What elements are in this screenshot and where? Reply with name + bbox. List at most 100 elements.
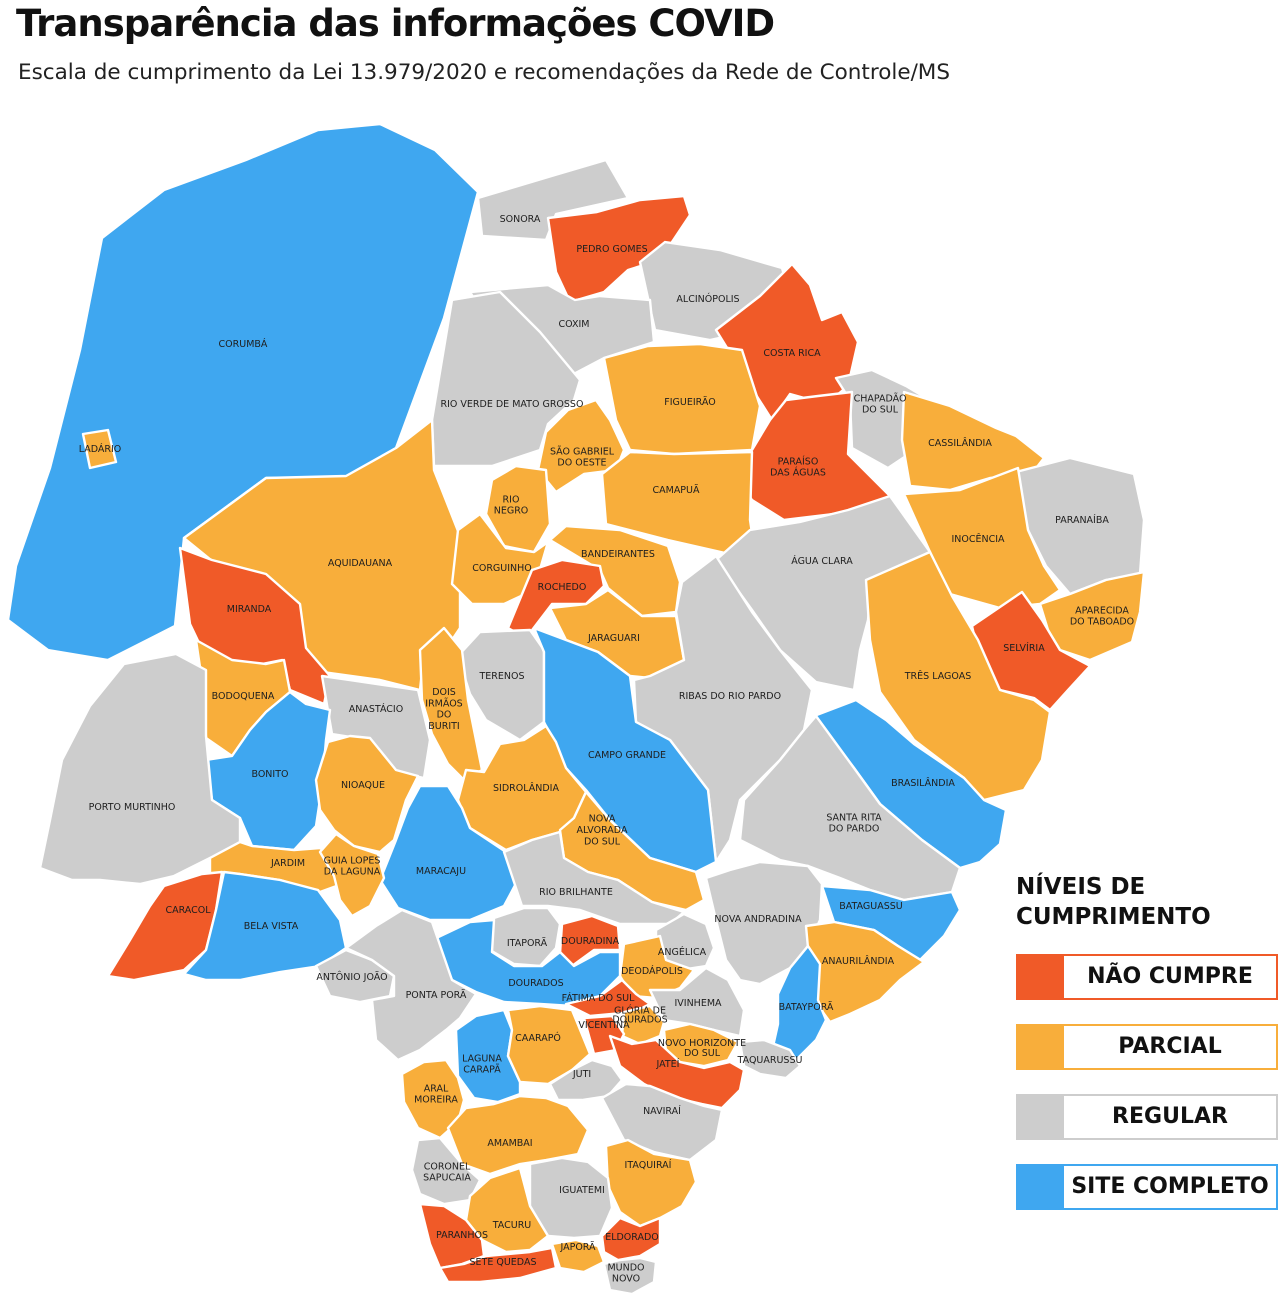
label-tacuru: TACURU xyxy=(492,1220,532,1231)
label-aral-moreira: ARAL MOREIRA xyxy=(414,1083,458,1105)
label-laguna-carapa: LAGUNA CARAPÃ xyxy=(462,1053,502,1075)
legend-swatch xyxy=(1018,1026,1064,1068)
region-fatima-do-sul[interactable] xyxy=(564,978,652,1018)
legend-item-parcial: PARCIAL xyxy=(1016,1024,1278,1070)
label-rochedo: ROCHEDO xyxy=(538,582,587,593)
region-juti[interactable] xyxy=(548,1058,624,1102)
region-sonora[interactable] xyxy=(476,158,630,242)
label-ladario: LADÁRIO xyxy=(79,443,122,455)
label-sao-gabriel-do-oeste: SÃO GABRIEL DO OESTE xyxy=(550,446,615,468)
label-aquidauana: AQUIDAUANA xyxy=(328,558,393,569)
label-jaraguari: JARAGUARI xyxy=(587,633,640,644)
legend-swatch xyxy=(1018,956,1064,998)
label-bataguassu: BATAGUASSU xyxy=(839,901,903,912)
label-brasilandia: BRASILÂNDIA xyxy=(891,777,955,789)
region-caracol[interactable] xyxy=(106,870,224,982)
label-paranaiba: PARANAÍBA xyxy=(1055,514,1109,526)
region-guia-lopes-da-laguna[interactable] xyxy=(318,832,386,918)
region-rio-brilhante[interactable] xyxy=(502,830,686,926)
region-japora[interactable] xyxy=(550,1238,606,1274)
label-guia-lopes-da-laguna: GUIA LOPES DA LAGUNA xyxy=(324,855,381,877)
label-terenos: TERENOS xyxy=(478,671,524,682)
label-miranda: MIRANDA xyxy=(227,604,272,615)
label-caracol: CARACOL xyxy=(165,905,211,916)
label-inocencia: INOCÊNCIA xyxy=(951,533,1005,545)
label-antonio-joao: ANTÔNIO JOÃO xyxy=(316,971,387,983)
region-sete-quedas[interactable] xyxy=(438,1246,558,1284)
region-ponta-pora[interactable] xyxy=(344,908,478,1062)
map-regions xyxy=(6,122,1146,1296)
label-costa-rica: COSTA RICA xyxy=(763,348,821,359)
label-sete-quedas: SETE QUEDAS xyxy=(470,1257,537,1268)
label-rio-negro: RIO NEGRO xyxy=(494,494,529,516)
label-corumba: CORUMBÁ xyxy=(219,338,268,350)
label-jardim: JARDIM xyxy=(270,858,305,869)
label-sidrolandia: SIDROLÂNDIA xyxy=(493,782,559,794)
region-amambai[interactable] xyxy=(446,1094,590,1176)
label-juti: JUTI xyxy=(572,1069,591,1080)
region-eldorado[interactable] xyxy=(600,1216,662,1262)
region-ladario[interactable] xyxy=(81,428,118,470)
label-eldorado: ELDORADO xyxy=(605,1232,659,1243)
region-taquarussu[interactable] xyxy=(738,1038,802,1080)
legend-swatch xyxy=(1018,1166,1064,1208)
region-nioaque[interactable] xyxy=(314,734,420,854)
label-ribas-do-rio-pardo: RIBAS DO RIO PARDO xyxy=(679,691,781,702)
map-labels: SONORA PEDRO GOMES ALCINÓPOLIS COXIM CORUMBÁ… xyxy=(79,214,1134,1285)
label-cassilandia: CASSILÂNDIA xyxy=(928,437,992,449)
label-bela-vista: BELA VISTA xyxy=(244,921,299,932)
region-porto-murtinho[interactable] xyxy=(38,652,242,886)
region-itaquirai[interactable] xyxy=(604,1138,698,1228)
label-japora: JAPORÃ xyxy=(559,1242,596,1253)
label-paraiso-das-aguas: PARAÍSO DAS ÁGUAS xyxy=(770,455,826,478)
legend-label: PARCIAL xyxy=(1118,1034,1222,1059)
label-tres-lagoas: TRÊS LAGOAS xyxy=(904,670,972,682)
label-santa-rita-do-pardo: SANTA RITA DO PARDO xyxy=(826,812,882,834)
label-selviria: SELVÍRIA xyxy=(1003,642,1045,654)
label-sonora: SONORA xyxy=(500,214,541,225)
label-itapora: ITAPORÃ xyxy=(507,938,548,949)
label-douradina: DOURADINA xyxy=(561,936,620,947)
label-jatei: JATEÍ xyxy=(655,1058,679,1070)
region-mundo-novo[interactable] xyxy=(602,1256,658,1296)
label-dois-irmaos-do-buriti: DOIS IRMÃOS DO BURITI xyxy=(425,687,462,732)
label-bodoquena: BODOQUENA xyxy=(212,691,275,702)
label-camapua: CAMAPUÃ xyxy=(652,485,700,496)
legend-label: NÃO CUMPRE xyxy=(1087,964,1253,989)
region-dois-irmaos-do-buriti[interactable] xyxy=(418,626,484,782)
label-figueirao: FIGUEIRÃO xyxy=(664,397,715,408)
label-maracaju: MARACAJU xyxy=(416,866,466,877)
region-bataypora[interactable] xyxy=(768,944,828,1064)
region-figueirao[interactable] xyxy=(602,342,762,456)
legend: NÍVEIS DE CUMPRIMENTO NÃO CUMPRE PARCIAL R… xyxy=(1016,872,1280,1210)
map-subtitle: Escala de cumprimento da Lei 13.979/2020… xyxy=(18,60,951,85)
region-ivinhema[interactable] xyxy=(648,966,746,1038)
region-dourados[interactable] xyxy=(430,918,622,1008)
label-anastacio: ANASTÁCIO xyxy=(349,703,403,715)
region-aral-moreira[interactable] xyxy=(400,1058,466,1140)
label-alcinopolis: ALCINÓPOLIS xyxy=(676,293,739,305)
label-dourados: DOURADOS xyxy=(508,978,563,989)
region-tres-lagoas[interactable] xyxy=(864,550,1052,802)
legend-item-nao-cumpre: NÃO CUMPRE xyxy=(1016,954,1278,1000)
legend-label: REGULAR xyxy=(1112,1104,1228,1129)
legend-swatch xyxy=(1018,1096,1064,1138)
label-coxim: COXIM xyxy=(558,319,589,330)
label-bataypora: BATAYPORÃ xyxy=(779,1002,834,1013)
label-ponta-pora: PONTA PORÃ xyxy=(406,990,467,1001)
label-amambai: AMAMBAI xyxy=(487,1138,532,1149)
region-rio-negro[interactable] xyxy=(484,464,552,554)
label-porto-murtinho: PORTO MURTINHO xyxy=(89,802,176,813)
region-bela-vista[interactable] xyxy=(182,870,348,982)
label-rio-verde-de-mato-grosso: RIO VERDE DE MATO GROSSO xyxy=(441,399,584,410)
label-vicentina: VICENTINA xyxy=(578,1020,630,1031)
label-aparecida-do-taboado: APARECIDA DO TABOADO xyxy=(1070,605,1134,627)
label-chapadao-do-sul: CHAPADÃO DO SUL xyxy=(854,393,907,415)
label-bandeirantes: BANDEIRANTES xyxy=(581,549,655,560)
label-campo-grande: CAMPO GRANDE xyxy=(588,750,666,761)
map-title: Transparência das informações COVID xyxy=(16,2,775,45)
label-mundo-novo: MUNDO NOVO xyxy=(607,1262,644,1284)
label-corguinho: CORGUINHO xyxy=(472,563,532,574)
label-anaurilandia: ANAURILÂNDIA xyxy=(822,955,895,967)
label-itaquirai: ITAQUIRAÍ xyxy=(625,1159,672,1171)
